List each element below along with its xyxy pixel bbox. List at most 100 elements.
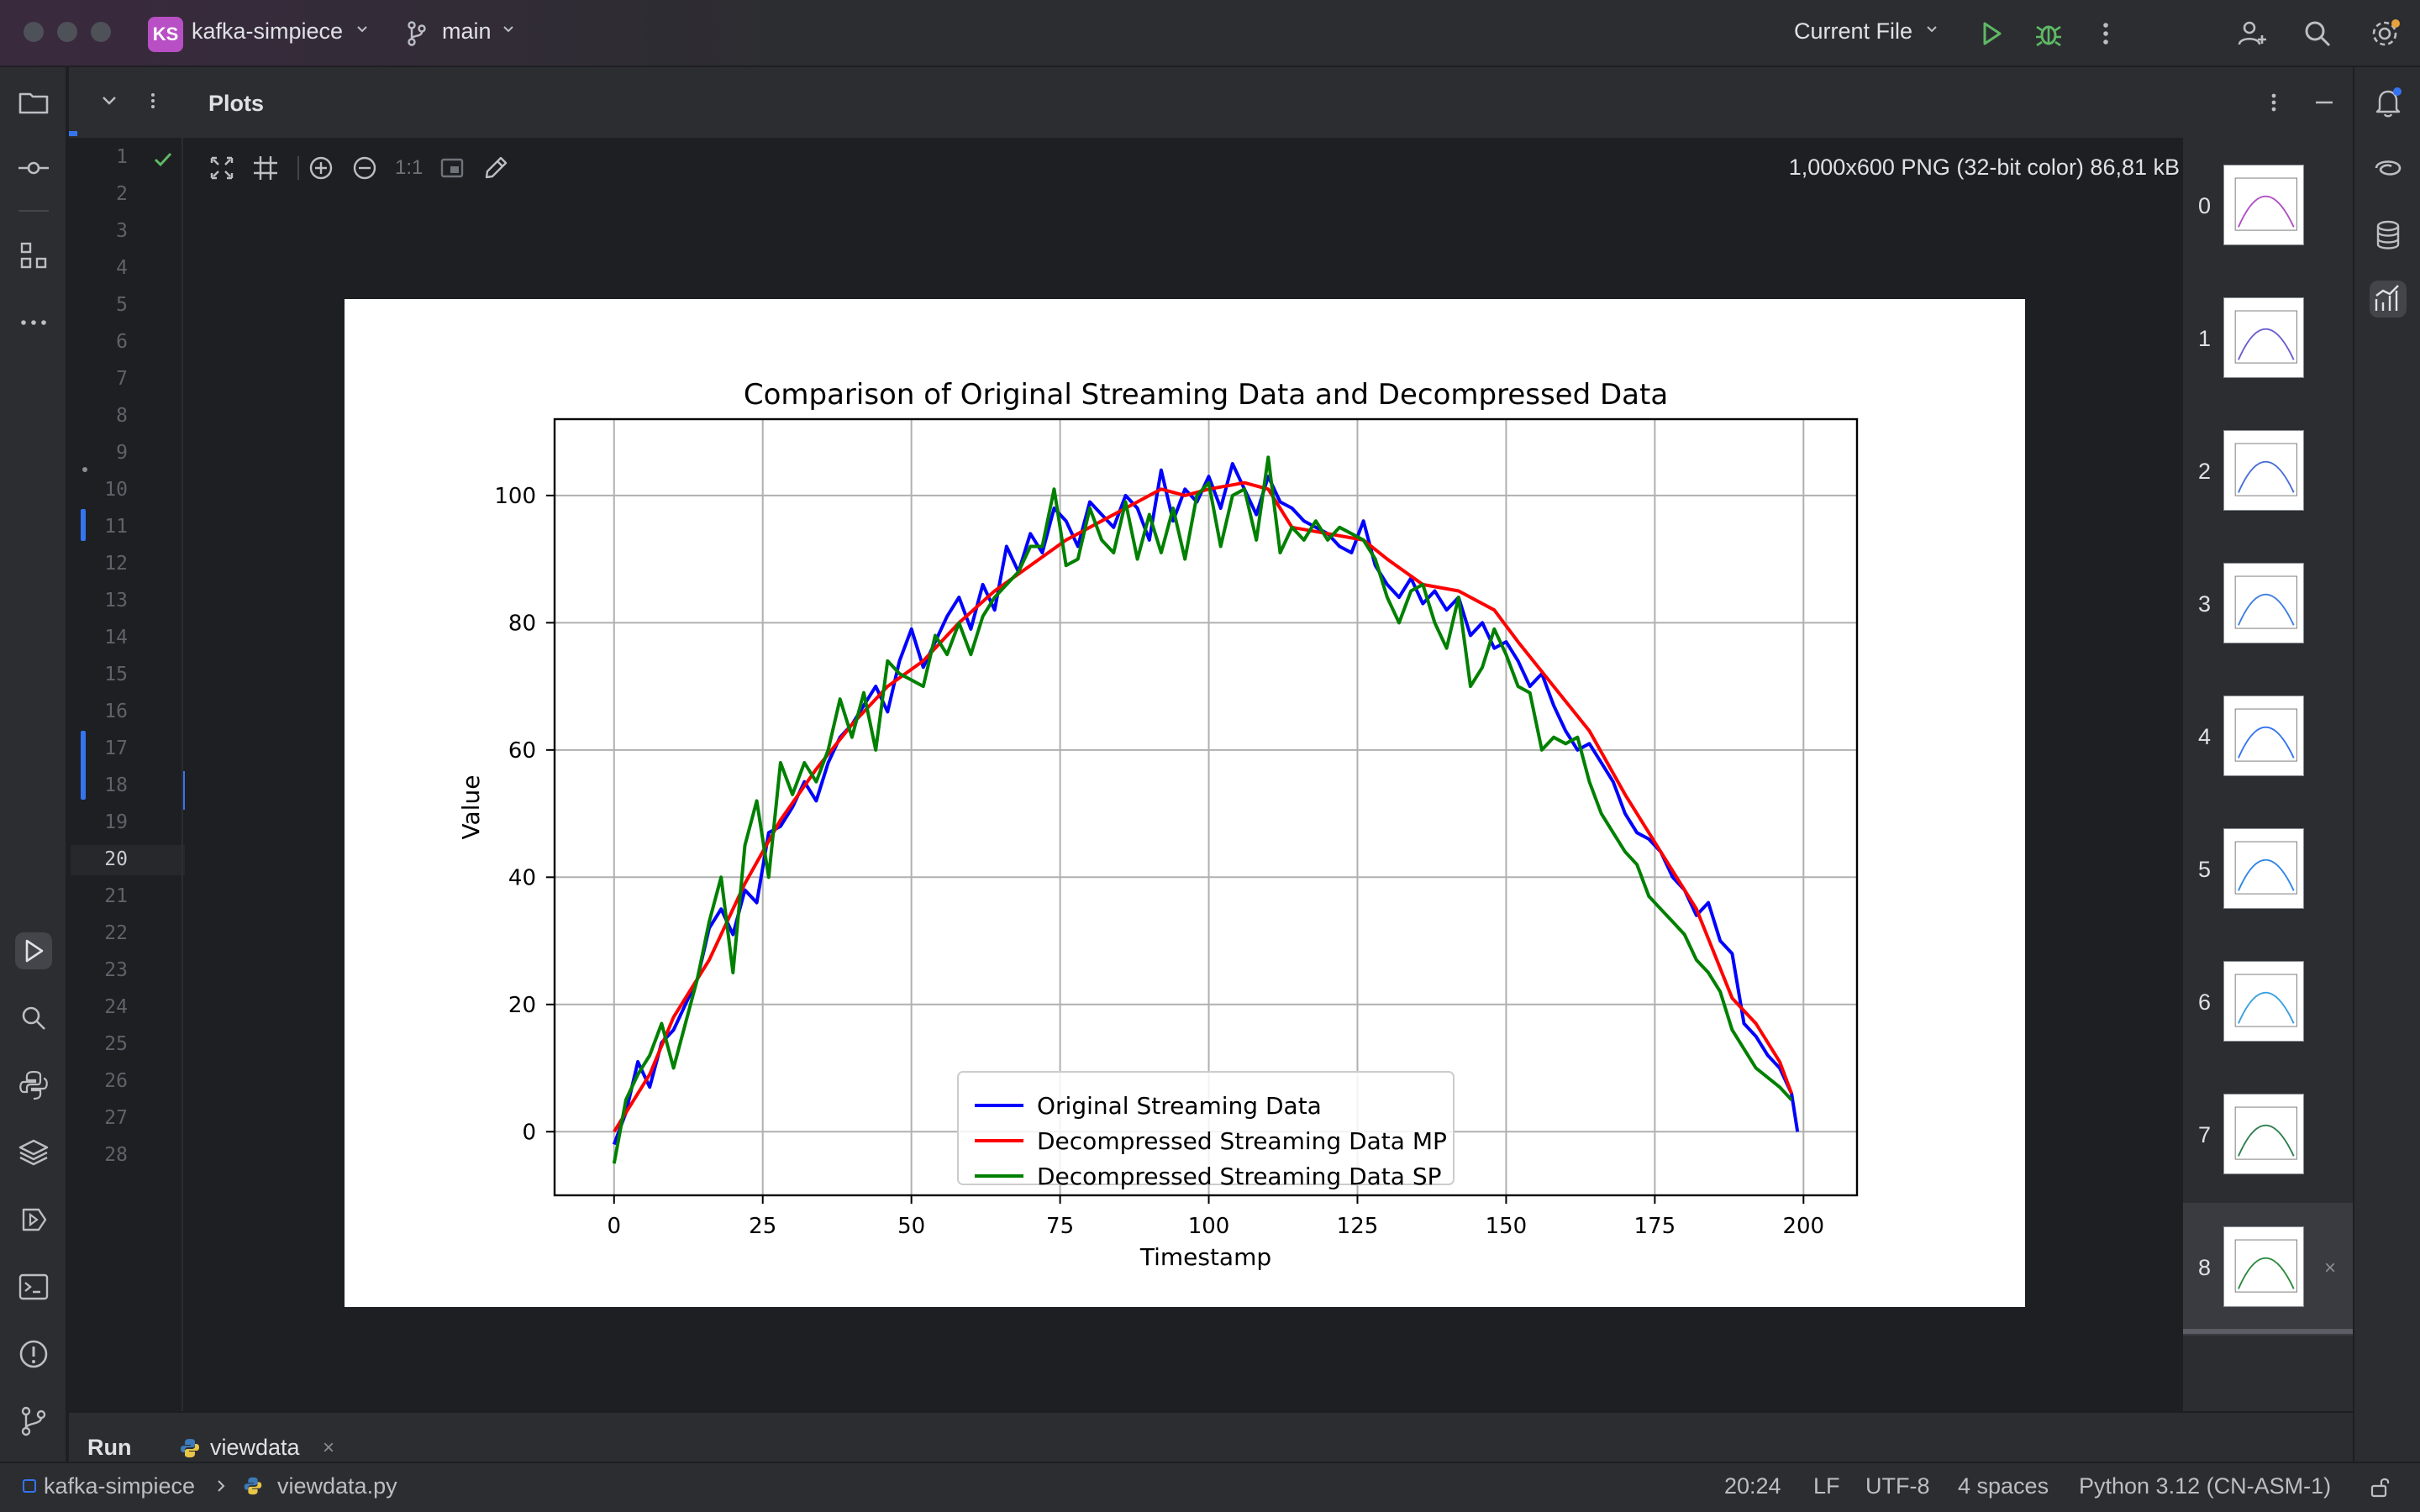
more-options-icon[interactable]	[143, 91, 163, 111]
add-user-icon[interactable]	[2235, 17, 2269, 50]
branch-icon[interactable]	[402, 18, 432, 49]
run-tab-viewdata[interactable]: viewdata	[210, 1435, 300, 1460]
plot-thumbnail[interactable]: 8 ×	[2183, 1203, 2353, 1336]
thumbnail-image[interactable]	[2223, 1226, 2304, 1307]
find-icon[interactable]	[15, 1000, 52, 1037]
plot-thumbnail[interactable]: 7	[2183, 1070, 2353, 1203]
left-tool-strip	[0, 67, 67, 1462]
breadcrumb-project[interactable]: kafka-simpiece	[44, 1473, 196, 1499]
line-number: 2	[116, 183, 128, 205]
chevron-down-icon[interactable]	[502, 24, 514, 35]
plot-thumbnail[interactable]: 2	[2183, 407, 2353, 539]
thumbnail-frame	[2234, 708, 2297, 762]
lock-open-icon[interactable]	[2368, 1475, 2391, 1499]
thumbnail-image[interactable]	[2223, 165, 2304, 245]
thumbnail-image[interactable]	[2223, 430, 2304, 511]
thumbnail-image[interactable]	[2223, 696, 2304, 776]
plot-thumbnail[interactable]: 6	[2183, 937, 2353, 1070]
minimize-icon[interactable]	[2312, 91, 2336, 114]
project-badge[interactable]: KS	[148, 17, 183, 52]
close-icon[interactable]: ×	[2323, 1257, 2336, 1279]
thumbnail-curve	[2238, 1257, 2295, 1289]
problems-icon[interactable]	[15, 1336, 52, 1373]
ai-assistant-icon[interactable]	[2370, 150, 2407, 186]
database-icon[interactable]	[2370, 217, 2407, 254]
thumbnail-image[interactable]	[2223, 1094, 2304, 1174]
legend-label: Decompressed Streaming Data MP	[1037, 1127, 1447, 1155]
plot-thumbnail[interactable]: 1	[2183, 274, 2353, 407]
structure-icon[interactable]	[15, 237, 52, 274]
thumbnail-image[interactable]	[2223, 961, 2304, 1042]
line-number: 3	[116, 220, 128, 242]
indent-setting[interactable]: 4 spaces	[1958, 1473, 2049, 1499]
notifications-icon[interactable]	[2370, 84, 2407, 121]
x-tick-label: 200	[1782, 1214, 1824, 1239]
background-icon[interactable]	[437, 153, 467, 183]
line-number: 4	[116, 257, 128, 279]
axes-frame	[553, 417, 1859, 1197]
chart-legend: Original Streaming Data Decompressed Stre…	[957, 1071, 1455, 1190]
python-interpreter[interactable]: Python 3.12 (CN-ASM-1)	[2079, 1473, 2332, 1499]
run-panel-label[interactable]: Run	[87, 1435, 132, 1460]
plot-thumbnail[interactable]: 5	[2183, 805, 2353, 937]
settings-gear-icon[interactable]	[2368, 17, 2402, 50]
thumbnail-image[interactable]	[2223, 828, 2304, 909]
plot-thumbnail[interactable]: 0	[2183, 141, 2353, 274]
layers-icon[interactable]	[15, 1134, 52, 1171]
run-icon[interactable]	[1975, 17, 2008, 50]
caret-position[interactable]: 20:24	[1724, 1473, 1781, 1499]
y-tick-label: 40	[508, 865, 536, 890]
sciview-plots-icon[interactable]	[2370, 281, 2407, 318]
thumbnail-image[interactable]	[2223, 563, 2304, 643]
thumbnail-frame	[2234, 310, 2297, 364]
line-number: 12	[104, 553, 128, 575]
series-line-1	[613, 480, 1793, 1133]
window-minimize-button[interactable]	[57, 22, 77, 42]
fit-zoom-icon[interactable]	[207, 153, 237, 183]
python-console-icon[interactable]	[15, 1067, 52, 1104]
chevron-down-icon[interactable]	[356, 24, 368, 35]
line-number: 15	[104, 664, 128, 685]
breadcrumb-file[interactable]: viewdata.py	[277, 1473, 397, 1499]
y-tick-label: 60	[508, 738, 536, 764]
line-number: 19	[104, 811, 128, 833]
more-actions-icon[interactable]	[2089, 17, 2123, 50]
editor-gutter-header	[69, 67, 187, 138]
window-zoom-button[interactable]	[91, 22, 111, 42]
debug-icon[interactable]	[2032, 17, 2065, 50]
thumbnail-index: 4	[2198, 724, 2212, 749]
run-tool-icon[interactable]	[15, 932, 52, 969]
color-picker-icon[interactable]	[481, 153, 511, 183]
more-tools-icon[interactable]	[15, 304, 52, 341]
git-icon[interactable]	[15, 1403, 52, 1440]
run-config-selector[interactable]: Current File	[1794, 18, 1913, 44]
plot-thumbnail[interactable]: 4	[2183, 672, 2353, 805]
thumbnails-scrollbar[interactable]	[2183, 1329, 2353, 1334]
file-encoding[interactable]: UTF-8	[1865, 1473, 1930, 1499]
plot-thumbnail[interactable]: 3	[2183, 539, 2353, 672]
zoom-in-icon[interactable]	[306, 153, 336, 183]
line-number: 14	[104, 627, 128, 648]
actual-size-button[interactable]: 1:1	[395, 156, 424, 179]
terminal-icon[interactable]	[15, 1268, 52, 1305]
line-number: 11	[104, 516, 128, 538]
window-close-button[interactable]	[24, 22, 44, 42]
branch-name[interactable]: main	[442, 18, 492, 44]
project-name[interactable]: kafka-simpiece	[192, 18, 344, 44]
thumbnail-image[interactable]	[2223, 297, 2304, 378]
services-icon[interactable]	[15, 1201, 52, 1238]
close-icon[interactable]: ×	[323, 1436, 335, 1459]
commit-icon[interactable]	[15, 150, 52, 186]
line-number: 7	[116, 368, 128, 390]
project-folder-icon[interactable]	[15, 84, 52, 121]
zoom-out-icon[interactable]	[350, 153, 380, 183]
search-icon[interactable]	[2301, 17, 2334, 50]
chevron-down-icon[interactable]	[1926, 24, 1938, 35]
plots-header	[187, 67, 2353, 138]
thumbnail-curve	[2238, 195, 2295, 228]
thumbnail-index: 7	[2198, 1122, 2212, 1147]
grid-icon[interactable]	[250, 153, 281, 183]
line-separator[interactable]: LF	[1813, 1473, 1840, 1499]
chevron-down-icon[interactable]	[99, 91, 119, 111]
more-options-icon[interactable]	[2262, 91, 2286, 114]
